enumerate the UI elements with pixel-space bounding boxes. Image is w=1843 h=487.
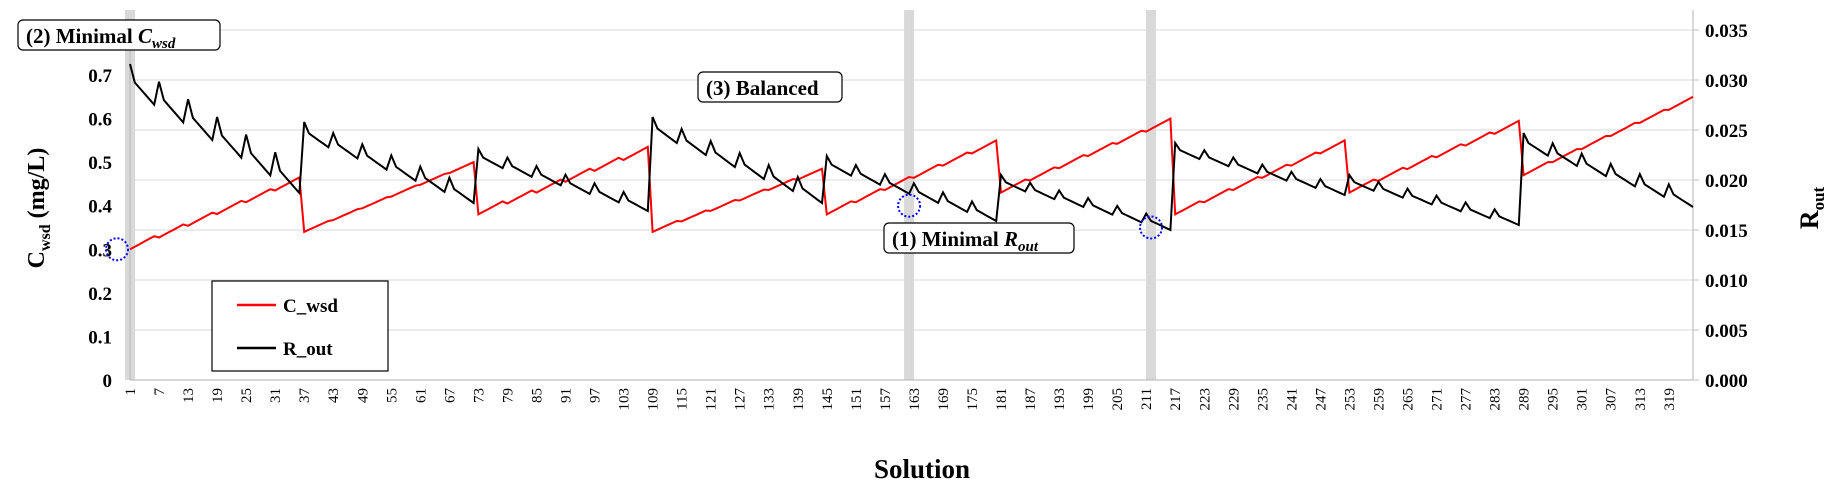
y-tick-label: 0 [103, 371, 113, 392]
x-tick-label: 79 [500, 388, 516, 403]
x-tick-label: 145 [820, 388, 836, 411]
y-ticks: 00.10.20.30.40.50.60.7 [88, 66, 112, 392]
x-tick-label: 139 [791, 388, 807, 411]
x-tick-label: 223 [1197, 388, 1213, 411]
x-tick-label: 229 [1226, 388, 1242, 411]
y2-tick-label: 0.035 [1705, 21, 1748, 42]
highlight-band [904, 10, 915, 380]
x-tick-label: 157 [878, 388, 894, 411]
y2-tick-label: 0.025 [1705, 121, 1748, 142]
x-tick-label: 295 [1546, 388, 1562, 411]
series-line-c-wsd [129, 95, 1694, 251]
x-tick-label: 211 [1139, 388, 1155, 410]
x-tick-label: 85 [529, 388, 545, 403]
x-tick-label: 163 [907, 388, 923, 411]
x-tick-label: 271 [1430, 388, 1446, 411]
x-tick-label: 115 [675, 388, 691, 410]
y-tick-label: 0.4 [88, 197, 112, 218]
solution-marker-circle [105, 237, 129, 262]
x-tick-label: 73 [471, 388, 487, 403]
y2-tick-label: 0.015 [1705, 221, 1748, 242]
x-tick-label: 205 [1110, 388, 1126, 411]
x-tick-label: 289 [1517, 388, 1533, 411]
y-tick-label: 0.2 [88, 284, 112, 305]
y2-ticks: 0.000 0.005 0.010 0.015 0.020 0.025 0.030 0.035 [1693, 21, 1748, 392]
x-tick-label: 7 [152, 388, 168, 396]
x-tick-label: 43 [326, 388, 342, 403]
x-tick-label: 1 [123, 388, 139, 396]
x-tick-label: 283 [1488, 388, 1504, 411]
annotation-box [883, 222, 1075, 254]
x-tick-label: 49 [355, 388, 371, 403]
x-tick-label: 37 [297, 388, 313, 404]
x-tick-label: 151 [849, 388, 865, 411]
annotations: (2) Minimal Cwsd (3) Balanced (1) Minimal … [17, 19, 1075, 255]
x-tick-label: 313 [1633, 388, 1649, 411]
x-tick-label: 133 [762, 388, 778, 411]
x-tick-label: 307 [1604, 388, 1620, 411]
y-tick-label: 0.5 [88, 153, 112, 174]
legend-label-c-wsd: C_wsd [283, 296, 338, 317]
x-tick-label: 127 [733, 388, 749, 411]
x-tick-label: 301 [1575, 388, 1591, 411]
y-tick-label: 0.1 [88, 327, 112, 348]
x-tick-label: 265 [1400, 388, 1416, 411]
y2-axis-title: Rout [1795, 186, 1828, 229]
x-tick-label: 25 [239, 388, 255, 403]
y-tick-label: 0.7 [88, 66, 112, 87]
x-tick-label: 61 [413, 388, 429, 403]
solution-marker-circle [897, 193, 922, 218]
y2-tick-label: 0.005 [1705, 321, 1748, 342]
x-tick-label: 13 [181, 388, 197, 403]
x-tick-label: 169 [936, 388, 952, 411]
x-tick-label: 193 [1052, 388, 1068, 411]
annotation-box [17, 19, 221, 51]
annotation-box [697, 71, 843, 103]
x-tick-label: 253 [1342, 388, 1358, 411]
y2-tick-label: 0.020 [1705, 171, 1748, 192]
x-tick-label: 247 [1313, 388, 1329, 411]
highlight-band [1146, 10, 1157, 380]
annotation-label: (1) Minimal Rout [892, 227, 1039, 255]
x-tick-label: 199 [1081, 388, 1097, 411]
y-axis-title: Cwsd(mg/L) [24, 148, 54, 269]
annotation-label: (3) Balanced [706, 76, 819, 100]
x-tick-label: 109 [646, 388, 662, 411]
x-tick-label: 181 [994, 388, 1010, 411]
x-tick-label: 67 [442, 388, 458, 404]
x-axis-title: Solution [874, 454, 970, 484]
solution-markers [105, 193, 1164, 262]
x-tick-label: 277 [1459, 388, 1475, 411]
legend-box [211, 280, 389, 372]
legend: C_wsd R_out [211, 280, 389, 372]
x-tick-label: 55 [384, 388, 400, 403]
x-tick-label: 319 [1662, 388, 1678, 411]
x-tick-label: 19 [210, 388, 226, 403]
x-tick-label: 103 [617, 388, 633, 411]
x-tick-label: 235 [1255, 388, 1271, 411]
x-tick-label: 259 [1371, 388, 1387, 411]
y2-tick-label: 0.000 [1705, 371, 1748, 392]
axes [129, 10, 1694, 381]
annotation-label: (2) Minimal Cwsd [26, 24, 176, 52]
x-ticks: 1 7 13 19 25 31 37 43 49 55 61 67 73 79 85 91 97 103 109 11… [123, 388, 1678, 411]
x-tick-label: 121 [704, 388, 720, 411]
solution-marker-circle [1139, 215, 1164, 240]
x-tick-label: 217 [1168, 388, 1184, 411]
y-tick-label: 0.6 [88, 110, 112, 131]
series-line-r-out [129, 63, 1694, 232]
y2-tick-label: 0.010 [1705, 271, 1748, 292]
x-tick-label: 31 [268, 388, 284, 403]
x-tick-label: 241 [1284, 388, 1300, 411]
legend-label-r-out: R_out [283, 339, 333, 360]
y2-tick-label: 0.030 [1705, 71, 1748, 92]
x-tick-label: 175 [965, 388, 981, 411]
x-tick-label: 91 [559, 388, 575, 403]
x-tick-label: 97 [588, 388, 604, 404]
x-tick-label: 187 [1023, 388, 1039, 411]
